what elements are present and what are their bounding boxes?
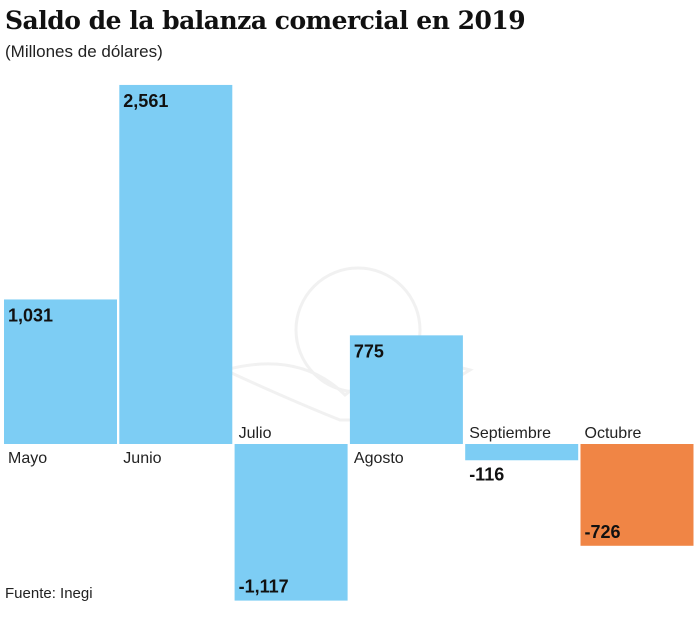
category-label: Junio (123, 450, 161, 467)
category-label: Agosto (354, 450, 404, 467)
source-note: Fuente: Inegi (5, 585, 93, 602)
value-label: 2,561 (123, 91, 168, 111)
chart-subtitle: (Millones de dólares) (5, 42, 163, 61)
category-label: Julio (239, 425, 272, 442)
category-label: Septiembre (469, 425, 551, 442)
bar-mayo (4, 299, 117, 444)
chart-title: Saldo de la balanza comercial en 2019 (5, 6, 526, 35)
category-label: Octubre (585, 425, 642, 442)
bar-agosto (349, 335, 463, 444)
value-label: -726 (585, 522, 621, 542)
bar-octubre (580, 444, 694, 546)
bar-julio (234, 444, 348, 601)
category-label: Mayo (8, 450, 47, 467)
value-label: -116 (469, 464, 504, 484)
value-label: 1,031 (8, 305, 53, 325)
bar-junio (119, 84, 233, 444)
value-label: 775 (354, 341, 384, 361)
bar-septiembre (465, 444, 579, 461)
value-label: -1,117 (239, 577, 289, 597)
